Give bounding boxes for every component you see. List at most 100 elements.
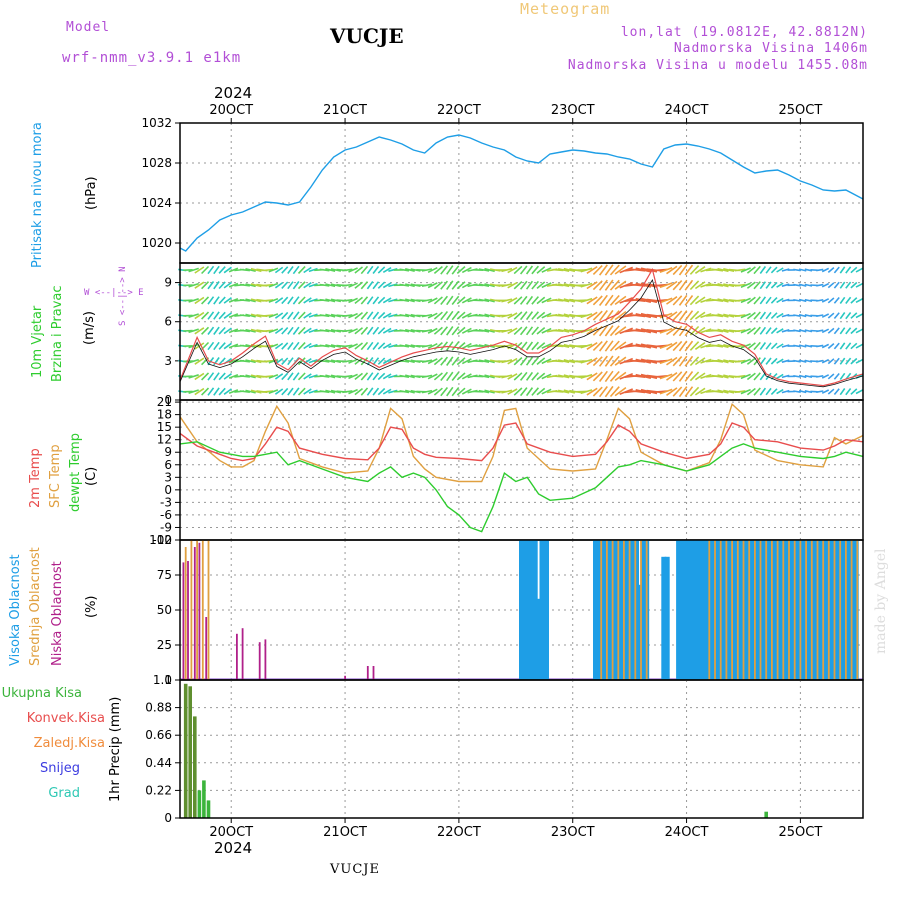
wind-arrow (592, 280, 603, 291)
wind-arrow (421, 298, 433, 303)
pressure-frame (179, 122, 864, 264)
wind-arrow (717, 267, 729, 273)
wind-arrow (839, 296, 846, 304)
wind-arrow (563, 328, 576, 333)
cloud-mid-bar (754, 540, 756, 680)
wind-arrow (717, 389, 729, 394)
wind-arrow (513, 265, 523, 275)
wind-arrow (399, 268, 410, 272)
date-tick-top: 23OCT (551, 103, 595, 118)
wind-arrow (525, 387, 534, 397)
wind-arrow (207, 387, 215, 396)
cloud-mid-bar (623, 540, 625, 680)
wind-arrow (348, 312, 358, 319)
wind-arrow (461, 388, 472, 395)
wind-unit: (m/s) (82, 311, 97, 345)
wind-arrow (421, 268, 433, 272)
wind-arrow (678, 294, 688, 306)
wind-arrow (201, 387, 210, 396)
wind-arrow (765, 281, 772, 289)
wind-arrow (427, 327, 438, 334)
wind-arrow (776, 282, 784, 288)
cloud-mid-bar (190, 540, 193, 680)
cloud-high-bar (640, 540, 646, 680)
date-axis: 20OCT 20OCT 21OCT 21OCT 22OCT 22OCT 23OCT 23OCT… (209, 103, 822, 840)
wind-arrow (446, 386, 454, 397)
wind-arrow (598, 294, 608, 306)
wind-arrow (421, 329, 433, 333)
precip-legend-conv: Konvek.Kisa (26, 711, 105, 726)
wind-arrow (372, 281, 380, 290)
precip-ytick-label: 0.88 (145, 701, 172, 715)
wind-arrow (281, 281, 289, 289)
wind-arrow (223, 327, 232, 335)
wind-arrow (659, 267, 673, 273)
wind-arrow (478, 389, 490, 394)
wind-arrow (421, 313, 433, 318)
wind-arrow (188, 313, 199, 318)
wind-arrow (694, 326, 706, 335)
wind-arrow (666, 387, 678, 396)
wind-arrow (207, 296, 215, 305)
pressure-unit: (hPa) (84, 176, 99, 210)
wind-arrow (536, 372, 546, 381)
wind-arrow (839, 357, 846, 365)
wind-arrow (598, 340, 608, 352)
cloud-high-bar (764, 540, 770, 680)
wind-arrow (245, 268, 256, 272)
wind-arrow (604, 370, 614, 383)
wind-arrow (753, 326, 761, 335)
wind-arrow (348, 267, 358, 273)
cloud-ytick-label: 25 (157, 638, 172, 652)
wind-arrow (281, 296, 289, 305)
wind-arrow (557, 313, 570, 318)
wind-arrow (793, 375, 801, 378)
wind-arrow (201, 326, 210, 335)
wind-arrow (446, 356, 454, 366)
wind-arrow (287, 266, 294, 274)
precip-total-bar (202, 780, 206, 818)
wind-arrow (456, 326, 466, 335)
cloud-high-bar (761, 540, 767, 680)
wind-arrow (684, 371, 694, 382)
wind-arrow (700, 389, 712, 395)
wind-arrow (388, 313, 398, 318)
cloud-low-bar (344, 675, 346, 680)
wind-arrow (342, 374, 353, 378)
wind-arrow (297, 326, 306, 335)
wind-arrow (325, 374, 336, 379)
wind-arrow (262, 329, 274, 333)
wind-arrow (372, 266, 380, 274)
wind-arrow (855, 358, 864, 364)
year-top: 2024 (214, 84, 253, 102)
wind-arrow (354, 311, 363, 320)
wind-arrow (694, 296, 706, 305)
wind-arrow (303, 373, 312, 380)
wind-arrow (598, 355, 608, 367)
wind-arrow (746, 296, 756, 305)
wind-arrow (399, 374, 410, 378)
wind-arrow (239, 283, 250, 287)
wind-arrow (734, 268, 746, 272)
wind-arrow (746, 372, 756, 381)
wind-arrow (360, 357, 369, 366)
wind-arrow (827, 358, 835, 365)
wind-arrow (525, 295, 534, 305)
wind-arrow (223, 281, 232, 289)
wind-arrow (245, 389, 256, 394)
wind-arrow (798, 298, 807, 303)
wind-arrow (855, 297, 864, 304)
wind-arrow (223, 312, 232, 319)
wind-arrow (839, 342, 846, 350)
wind-arrow (770, 297, 778, 304)
wind-arrow (405, 313, 415, 318)
wind-arrow (213, 311, 220, 320)
wind-arrow (330, 313, 342, 318)
wind-arrow (694, 281, 706, 290)
wind-arrow (250, 328, 262, 333)
wind-arrow (399, 298, 410, 302)
cloud-high-bar (846, 540, 852, 680)
temp-ytick-label: 6 (164, 458, 172, 472)
wind-arrow (405, 268, 415, 272)
wind-arrow (821, 313, 830, 318)
